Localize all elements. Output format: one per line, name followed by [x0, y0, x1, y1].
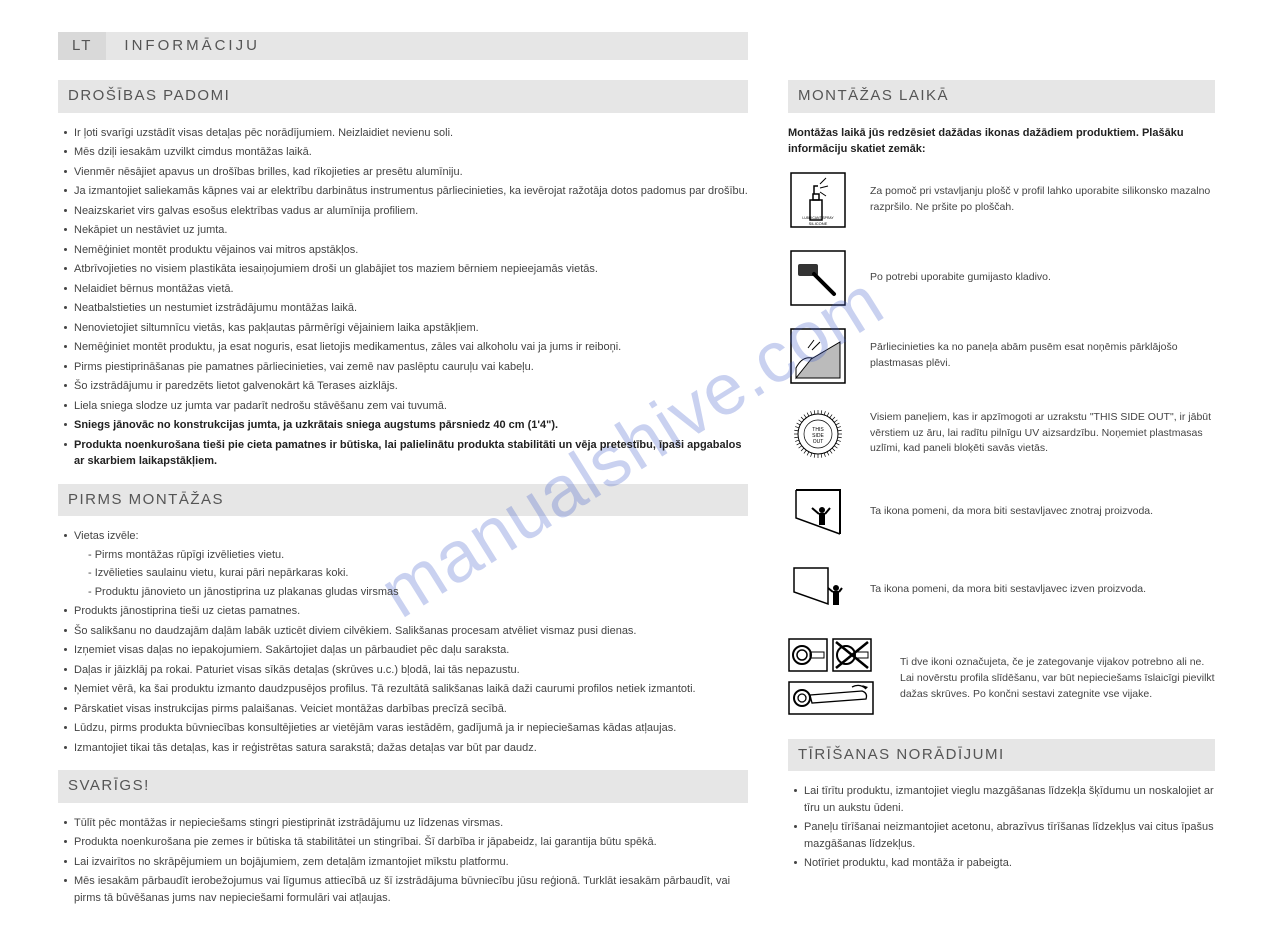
language-code: LT — [58, 32, 106, 60]
list-item: Sniegs jānovāc no konstrukcijas jumta, j… — [64, 417, 748, 434]
list-item: Nekāpiet un nestāviet uz jumta. — [64, 222, 748, 239]
assembly-icon-row: Ta ikona pomeni, da mora biti sestavljav… — [788, 560, 1215, 620]
list-item: Produkta noenkurošana pie zemes ir būtis… — [64, 834, 748, 851]
screw-no-icon — [832, 638, 872, 678]
list-item: Izmantojiet tikai tās detaļas, kas ir re… — [64, 740, 748, 757]
icon-description: Ti dve ikoni označujeta, če je zategovan… — [900, 655, 1215, 702]
assembly-icon-row: Pārliecinieties ka no paneļa abām pusēm … — [788, 326, 1215, 386]
assembly-heading: MONTĀŽAS LAIKĀ — [788, 80, 1215, 113]
svg-text:LUBRICANT SPRAY: LUBRICANT SPRAY — [802, 216, 834, 220]
sub-item: - Izvēlieties saulainu vietu, kurai pāri… — [88, 565, 748, 582]
language-bar: LT INFORMĀCIJU — [58, 32, 748, 60]
list-item: Lai tīrītu produktu, izmantojiet vieglu … — [794, 783, 1215, 816]
icon-description: Pārliecinieties ka no paneļa abām pusēm … — [870, 340, 1215, 372]
list-item: Ņemiet vērā, ka šai produktu izmanto dau… — [64, 681, 748, 698]
icon-description: Visiem paneļiem, kas ir apzīmogoti ar uz… — [870, 410, 1215, 457]
left-column: LT INFORMĀCIJU DROŠĪBAS PADOMI Ir ļoti s… — [58, 32, 748, 909]
wrench-icon — [788, 681, 878, 721]
assembly-icon-row: THISSIDEOUT Visiem paneļiem, kas ir apzīm… — [788, 404, 1215, 464]
list-item: Vietas izvēle:- Pirms montāžas rūpīgi iz… — [64, 528, 748, 600]
outside-icon — [788, 560, 848, 620]
list-item: Izņemiet visas daļas no iepakojumiem. Sa… — [64, 642, 748, 659]
list-item: Mēs dziļi iesakām uzvilkt cimdus montāža… — [64, 144, 748, 161]
thisside-icon: THISSIDEOUT — [788, 404, 848, 464]
list-item: Šo salikšanu no daudzajām daļām labāk uz… — [64, 623, 748, 640]
list-item: Paneļu tīrīšanai neizmantojiet acetonu, … — [794, 819, 1215, 852]
screws-icon-group — [788, 638, 878, 721]
list-item: Nelaidiet bērnus montāžas vietā. — [64, 281, 748, 298]
svg-text:SILICONE: SILICONE — [809, 221, 828, 226]
list-item: Produkts jānostiprina tieši uz cietas pa… — [64, 603, 748, 620]
language-title: INFORMĀCIJU — [106, 35, 260, 58]
list-item: Notīriet produktu, kad montāža ir pabeig… — [794, 855, 1215, 872]
assembly-icon-row: Ta ikona pomeni, da mora biti sestavljav… — [788, 482, 1215, 542]
important-heading: SVARĪGS! — [58, 770, 748, 803]
spray-icon: SILICONELUBRICANT SPRAY — [788, 170, 848, 230]
inside-icon — [788, 482, 848, 542]
assembly-icon-row: Po potrebi uporabite gumijasto kladivo. — [788, 248, 1215, 308]
cleaning-list: Lai tīrītu produktu, izmantojiet vieglu … — [788, 783, 1215, 872]
list-item: Atbrīvojieties no visiem plastikāta iesa… — [64, 261, 748, 278]
list-item: Vienmēr nēsājiet apavus un drošības bril… — [64, 164, 748, 181]
list-item: Pirms piestiprināšanas pie pamatnes pārl… — [64, 359, 748, 376]
sub-item: - Produktu jānovieto un jānostiprina uz … — [88, 584, 748, 601]
list-item: Lūdzu, pirms produkta būvniecības konsul… — [64, 720, 748, 737]
list-item: Produkta noenkurošana tieši pie cieta pa… — [64, 437, 748, 470]
list-item: Neaizskariet virs galvas esošus elektrīb… — [64, 203, 748, 220]
assembly-icon-row: Ti dve ikoni označujeta, če je zategovan… — [788, 638, 1215, 721]
important-list: Tūlīt pēc montāžas ir nepieciešams sting… — [58, 815, 748, 907]
right-column: MONTĀŽAS LAIKĀ Montāžas laikā jūs redzēs… — [788, 32, 1215, 909]
list-item: Pārskatiet visas instrukcijas pirms pala… — [64, 701, 748, 718]
list-item: Nemēģiniet montēt produktu, ja esat nogu… — [64, 339, 748, 356]
list-item: Nenovietojiet siltumnīcu vietās, kas pak… — [64, 320, 748, 337]
before-heading: PIRMS MONTĀŽAS — [58, 484, 748, 517]
list-item: Ja izmantojiet saliekamās kāpnes vai ar … — [64, 183, 748, 200]
page: LT INFORMĀCIJU DROŠĪBAS PADOMI Ir ļoti s… — [0, 0, 1263, 941]
sub-list: - Pirms montāžas rūpīgi izvēlieties viet… — [74, 547, 748, 601]
list-item: Nemēģiniet montēt produktu vējainos vai … — [64, 242, 748, 259]
icon-description: Po potrebi uporabite gumijasto kladivo. — [870, 270, 1215, 286]
before-list: Vietas izvēle:- Pirms montāžas rūpīgi iz… — [58, 528, 748, 756]
assembly-icon-row: SILICONELUBRICANT SPRAY Za pomoč pri vsta… — [788, 170, 1215, 230]
list-item: Liela sniega slodze uz jumta var padarīt… — [64, 398, 748, 415]
assembly-icon-rows: SILICONELUBRICANT SPRAY Za pomoč pri vsta… — [788, 170, 1215, 721]
list-item: Tūlīt pēc montāžas ir nepieciešams sting… — [64, 815, 748, 832]
list-item: Lai izvairītos no skrāpējumiem un bojāju… — [64, 854, 748, 871]
safety-heading: DROŠĪBAS PADOMI — [58, 80, 748, 113]
svg-text:OUT: OUT — [813, 439, 824, 445]
screw-tight-icon — [788, 638, 828, 678]
icon-description: Ta ikona pomeni, da mora biti sestavljav… — [870, 582, 1215, 598]
list-item: Daļas ir jāizklāj pa rokai. Paturiet vis… — [64, 662, 748, 679]
list-item: Mēs iesakām pārbaudīt ierobežojumus vai … — [64, 873, 748, 906]
list-item: Ir ļoti svarīgi uzstādīt visas detaļas p… — [64, 125, 748, 142]
list-item: Neatbalstieties un nestumiet izstrādājum… — [64, 300, 748, 317]
safety-list: Ir ļoti svarīgi uzstādīt visas detaļas p… — [58, 125, 748, 470]
peel-icon — [788, 326, 848, 386]
list-item: Šo izstrādājumu ir paredzēts lietot galv… — [64, 378, 748, 395]
icon-description: Za pomoč pri vstavljanju plošč v profil … — [870, 184, 1215, 216]
cleaning-heading: TĪRĪŠANAS NORĀDĪJUMI — [788, 739, 1215, 772]
assembly-intro: Montāžas laikā jūs redzēsiet dažādas iko… — [788, 125, 1215, 158]
icon-description: Ta ikona pomeni, da mora biti sestavljav… — [870, 504, 1215, 520]
hammer-icon — [788, 248, 848, 308]
sub-item: - Pirms montāžas rūpīgi izvēlieties viet… — [88, 547, 748, 564]
